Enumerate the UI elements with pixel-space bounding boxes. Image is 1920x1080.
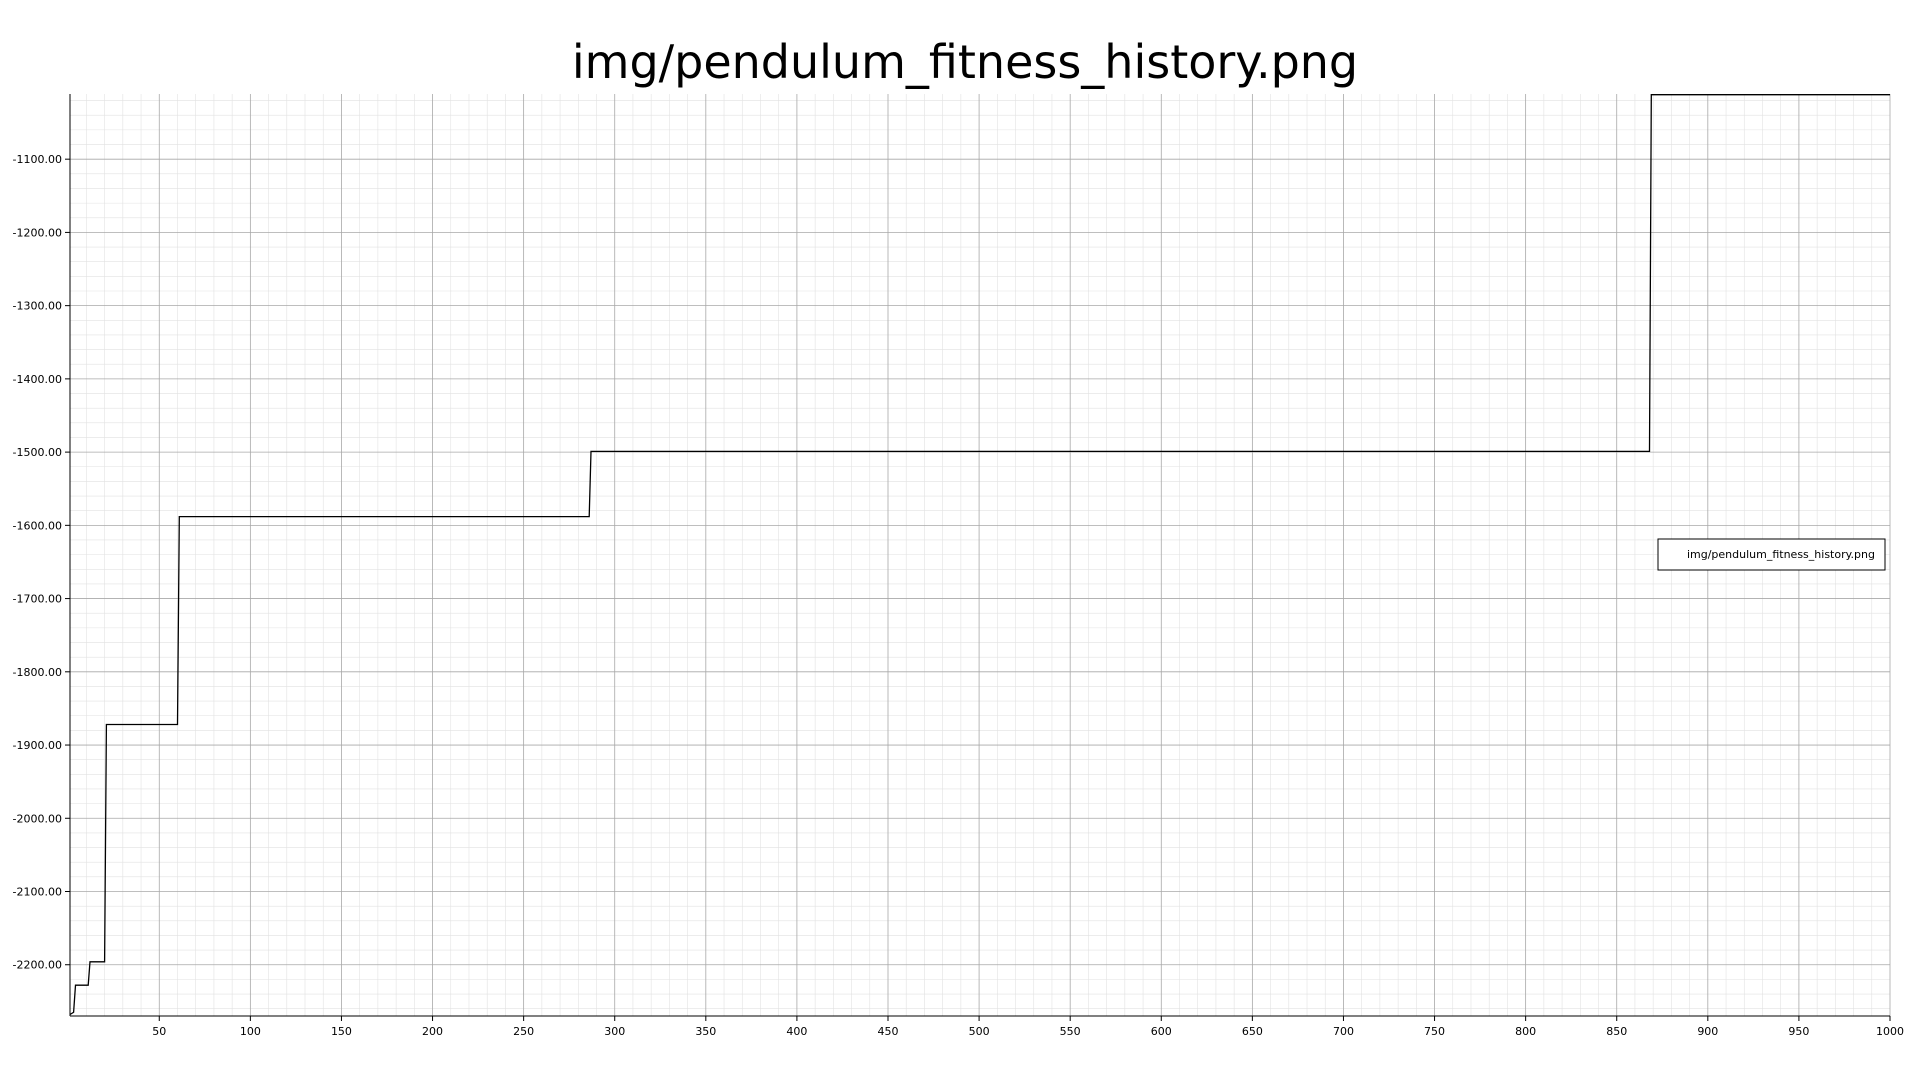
chart-title: img/pendulum_fitness_history.png xyxy=(572,35,1358,89)
y-tick-label: -1200.00 xyxy=(13,226,62,239)
y-tick-label: -1800.00 xyxy=(13,666,62,679)
x-tick-label: 700 xyxy=(1333,1025,1354,1038)
y-axis-ticks: -1100.00 -1200.00 -1300.00 -1400.00 -1500.00… xyxy=(13,153,70,972)
x-tick-label: 100 xyxy=(240,1025,261,1038)
x-tick-label: 200 xyxy=(422,1025,443,1038)
x-axis-ticks: 50 100 150 200 250 300 350 400 450 500 550 600 650 70… xyxy=(152,1016,1904,1038)
x-tick-label: 600 xyxy=(1151,1025,1172,1038)
y-tick-label: -1300.00 xyxy=(13,300,62,313)
y-tick-label: -2000.00 xyxy=(13,812,62,825)
legend: img/pendulum_fitness_history.png xyxy=(1657,538,1886,571)
x-tick-label: 50 xyxy=(152,1025,166,1038)
x-tick-label: 650 xyxy=(1242,1025,1263,1038)
series-layer xyxy=(69,94,1890,1016)
x-tick-label: 800 xyxy=(1515,1025,1536,1038)
y-tick-label: -2200.00 xyxy=(13,959,62,972)
x-tick-label: 900 xyxy=(1697,1025,1718,1038)
y-tick-label: -1600.00 xyxy=(13,519,62,532)
x-tick-label: 1000 xyxy=(1876,1025,1904,1038)
x-tick-label: 300 xyxy=(604,1025,625,1038)
x-tick-label: 150 xyxy=(331,1025,352,1038)
x-tick-label: 350 xyxy=(695,1025,716,1038)
x-tick-label: 850 xyxy=(1606,1025,1627,1038)
x-tick-label: 450 xyxy=(877,1025,898,1038)
x-tick-label: 500 xyxy=(969,1025,990,1038)
x-tick-label: 250 xyxy=(513,1025,534,1038)
legend-box xyxy=(1657,538,1886,571)
axes xyxy=(69,94,1890,1017)
y-tick-label: -1500.00 xyxy=(13,446,62,459)
x-tick-label: 400 xyxy=(786,1025,807,1038)
y-tick-label: -2100.00 xyxy=(13,886,62,899)
x-tick-label: 950 xyxy=(1788,1025,1809,1038)
y-tick-label: -1700.00 xyxy=(13,593,62,606)
x-tick-label: 550 xyxy=(1060,1025,1081,1038)
series-line xyxy=(69,94,1890,1016)
y-tick-label: -1900.00 xyxy=(13,739,62,752)
x-tick-label: 750 xyxy=(1424,1025,1445,1038)
y-tick-label: -1400.00 xyxy=(13,373,62,386)
y-tick-label: -1100.00 xyxy=(13,153,62,166)
major-grid xyxy=(70,94,1891,1016)
legend-label: img/pendulum_fitness_history.png xyxy=(1687,548,1875,561)
